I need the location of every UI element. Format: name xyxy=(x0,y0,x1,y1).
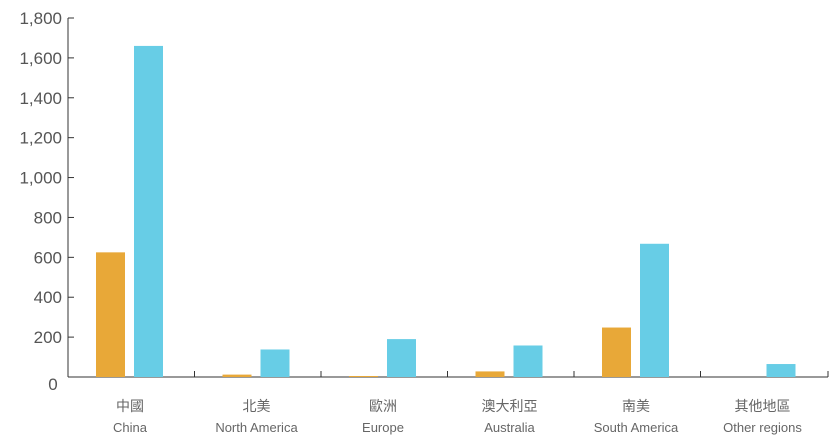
category-label-zh: 北美 xyxy=(243,398,271,414)
category-label-en: China xyxy=(113,420,148,435)
bars xyxy=(96,45,796,378)
category-label-zh: 南美 xyxy=(622,398,650,414)
y-tick-label: 1,600 xyxy=(19,49,62,68)
y-tick-label: 1,800 xyxy=(19,9,62,28)
bar-orange-china xyxy=(96,252,125,377)
bar-orange-australia xyxy=(475,371,505,377)
bar-orange-europe xyxy=(349,376,378,377)
labels: 0 200 400 600 800 1,000 1,200 1,400 1,600 1,800 中國… xyxy=(19,9,802,435)
axes xyxy=(67,17,829,378)
y-tick-label: 600 xyxy=(34,248,62,267)
bar-blue-south-america xyxy=(640,243,669,377)
category-label-zh: 澳大利亞 xyxy=(482,398,538,414)
y-tick-label: 800 xyxy=(34,208,62,227)
bar-orange-north-america xyxy=(222,374,252,377)
category-label-en: Australia xyxy=(484,420,535,435)
bar-orange-south-america xyxy=(602,327,631,377)
y-tick-label: 400 xyxy=(34,288,62,307)
bar-blue-europe xyxy=(387,339,416,377)
bar-blue-north-america xyxy=(260,349,290,377)
bar-blue-other-regions xyxy=(766,364,796,377)
category-label-zh: 歐洲 xyxy=(369,398,397,414)
category-label-en: Europe xyxy=(362,420,404,435)
category-label-en: Other regions xyxy=(723,420,802,435)
category-label-en: South America xyxy=(594,420,679,435)
category-label-en: North America xyxy=(215,420,298,435)
category-label-zh: 其他地區 xyxy=(735,398,791,414)
y-tick-label: 0 xyxy=(48,375,57,394)
bar-blue-china xyxy=(134,45,163,378)
y-tick-label: 1,000 xyxy=(19,169,62,188)
bar-blue-australia xyxy=(513,345,543,377)
y-tick-label: 200 xyxy=(34,328,62,347)
y-tick-label: 1,400 xyxy=(19,89,62,108)
y-tick-label: 1,200 xyxy=(19,129,62,148)
category-label-zh: 中國 xyxy=(116,398,144,414)
